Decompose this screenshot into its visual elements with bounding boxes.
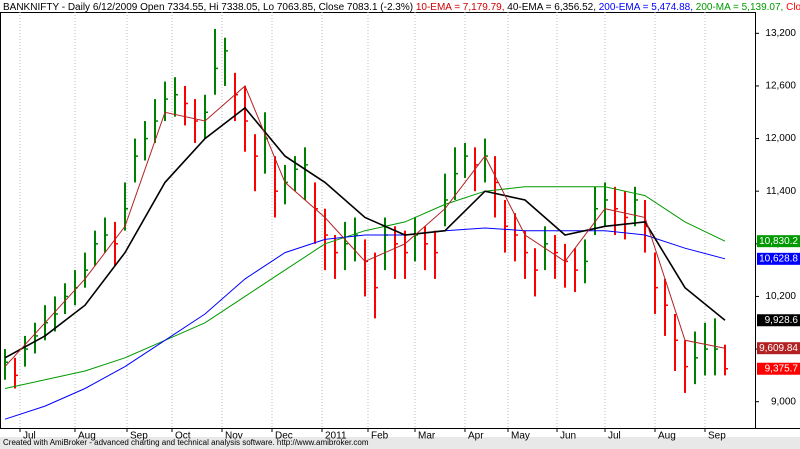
last-value-label: 9,928.6 — [765, 315, 799, 326]
x-tick-label: Sep — [130, 431, 148, 442]
x-tick-label: Oct — [175, 431, 191, 442]
y-tick-label: 9,000 — [771, 396, 796, 407]
indicator-line — [4, 85, 726, 367]
y-tick-label: 11,400 — [766, 186, 796, 197]
x-tick-label: Feb — [371, 431, 389, 442]
indicator-line — [4, 227, 726, 420]
title-part: 200-EMA = 5,474.88, — [599, 2, 696, 13]
last-value-label-box — [757, 252, 800, 265]
title-part: 200-MA = 5,139.07, — [696, 2, 786, 13]
x-tick-label: Aug — [658, 431, 676, 442]
title-part: 10-EMA = 7,179.79, — [416, 2, 507, 13]
x-tick-label: Sep — [708, 431, 726, 442]
last-value-label: 10,628.8 — [759, 253, 798, 264]
chart-title: BANKNIFTY - Daily 6/12/2009 Open 7334.55… — [3, 2, 800, 13]
y-tick-label: 12,600 — [765, 81, 796, 92]
x-tick-label: Dec — [275, 431, 293, 442]
last-value-label-box — [757, 342, 800, 355]
footer: Created with AmiBroker - advanced charti… — [3, 438, 369, 447]
last-value-label-box — [757, 314, 800, 327]
y-tick-label: 12,000 — [765, 133, 796, 144]
title-part: Close = 7,083.10 — [786, 2, 800, 13]
x-tick-label: May — [511, 431, 530, 442]
title-part: BANKNIFTY - Daily 6/12/2009 Open 7334.55… — [3, 2, 416, 13]
last-value-label: 10,830.2 — [759, 236, 798, 247]
x-tick-label: Apr — [468, 431, 484, 442]
x-tick-label: Jul — [608, 431, 621, 442]
x-tick-label: Aug — [78, 431, 96, 442]
indicator-line — [4, 186, 726, 389]
x-tick-label: Jul — [23, 431, 36, 442]
x-tick-label: Nov — [225, 431, 243, 442]
x-tick-label: 2011 — [325, 431, 347, 442]
footer-bar — [0, 437, 800, 449]
x-tick-label: Jun — [560, 431, 576, 442]
close-value-label: 9,375.7 — [765, 363, 799, 374]
close-value-label-box — [757, 362, 800, 375]
indicator-line — [4, 106, 726, 359]
title-part: 40-EMA = 6,356.52, — [507, 2, 598, 13]
y-tick-label: 10,200 — [765, 291, 796, 302]
last-value-label-box — [757, 235, 800, 248]
y-tick-label: 13,200 — [765, 28, 796, 39]
x-tick-label: Mar — [418, 431, 436, 442]
last-value-label: 9,609.84 — [759, 343, 798, 354]
